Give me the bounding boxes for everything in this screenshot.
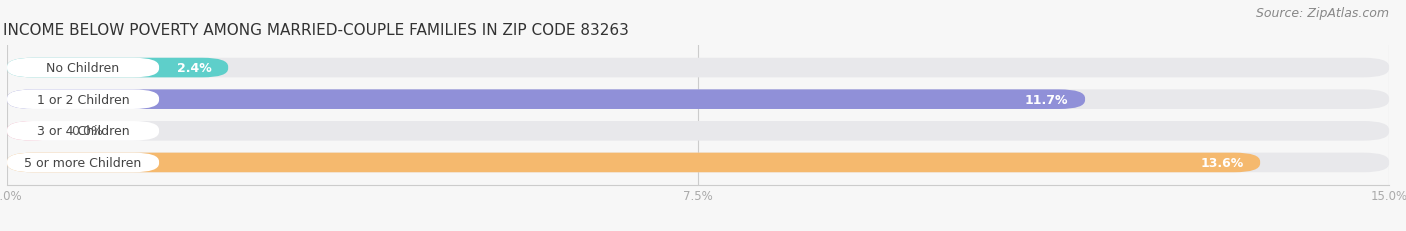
FancyBboxPatch shape xyxy=(7,122,1389,141)
Text: INCOME BELOW POVERTY AMONG MARRIED-COUPLE FAMILIES IN ZIP CODE 83263: INCOME BELOW POVERTY AMONG MARRIED-COUPL… xyxy=(3,23,628,38)
FancyBboxPatch shape xyxy=(7,58,159,78)
FancyBboxPatch shape xyxy=(7,153,1389,173)
Text: No Children: No Children xyxy=(46,62,120,75)
Text: 2.4%: 2.4% xyxy=(177,62,211,75)
Text: 1 or 2 Children: 1 or 2 Children xyxy=(37,93,129,106)
Text: 11.7%: 11.7% xyxy=(1025,93,1069,106)
FancyBboxPatch shape xyxy=(7,122,58,141)
FancyBboxPatch shape xyxy=(7,153,1260,173)
FancyBboxPatch shape xyxy=(7,90,1389,109)
Text: 5 or more Children: 5 or more Children xyxy=(24,156,142,169)
FancyBboxPatch shape xyxy=(7,122,159,141)
FancyBboxPatch shape xyxy=(7,58,228,78)
FancyBboxPatch shape xyxy=(7,90,159,109)
FancyBboxPatch shape xyxy=(7,58,1389,78)
FancyBboxPatch shape xyxy=(7,153,159,173)
FancyBboxPatch shape xyxy=(7,90,1085,109)
Text: 3 or 4 Children: 3 or 4 Children xyxy=(37,125,129,138)
Text: 13.6%: 13.6% xyxy=(1201,156,1243,169)
Text: 0.0%: 0.0% xyxy=(72,125,104,138)
Text: Source: ZipAtlas.com: Source: ZipAtlas.com xyxy=(1256,7,1389,20)
